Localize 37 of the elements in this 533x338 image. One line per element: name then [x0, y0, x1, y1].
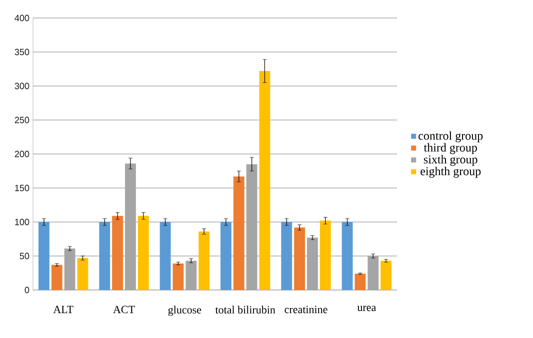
y-tick-label: 200 [14, 150, 30, 158]
bar [294, 227, 305, 290]
y-tick-label: 100 [15, 218, 30, 226]
legend-label: sixth group [424, 155, 478, 166]
bar [354, 274, 366, 290]
bar [112, 216, 123, 290]
bar [99, 222, 110, 290]
y-tick-label: 400 [14, 14, 30, 22]
bar [259, 71, 270, 290]
x-tick-label: ALT [53, 306, 74, 314]
x-tick-label: total bilirubin [215, 306, 276, 314]
bar [38, 222, 50, 290]
bar [138, 216, 149, 290]
x-tick-label: creatinine [284, 306, 328, 314]
legend-label: eighth group [420, 166, 481, 178]
y-tick-label: 150 [15, 184, 30, 192]
bar [172, 263, 184, 290]
bar [220, 222, 232, 290]
bar [281, 222, 292, 290]
x-tick-label: urea [357, 306, 376, 312]
y-tick-label: 350 [14, 48, 30, 56]
bar [342, 222, 353, 290]
legend-label: third group [424, 143, 477, 154]
y-tick-label: 50 [20, 252, 30, 260]
bar [198, 232, 210, 290]
bar [320, 220, 331, 290]
bar [51, 264, 62, 290]
y-tick-label: 300 [14, 82, 30, 90]
x-tick-label: ACT [113, 306, 135, 314]
x-tick-label: glucose [168, 306, 202, 316]
y-tick-label: 0 [24, 286, 30, 294]
bar [160, 222, 171, 290]
bar [233, 176, 244, 290]
bar [77, 258, 88, 290]
y-tick-label: 250 [14, 116, 30, 124]
legend-label: control group [418, 131, 483, 142]
bar [380, 260, 392, 290]
